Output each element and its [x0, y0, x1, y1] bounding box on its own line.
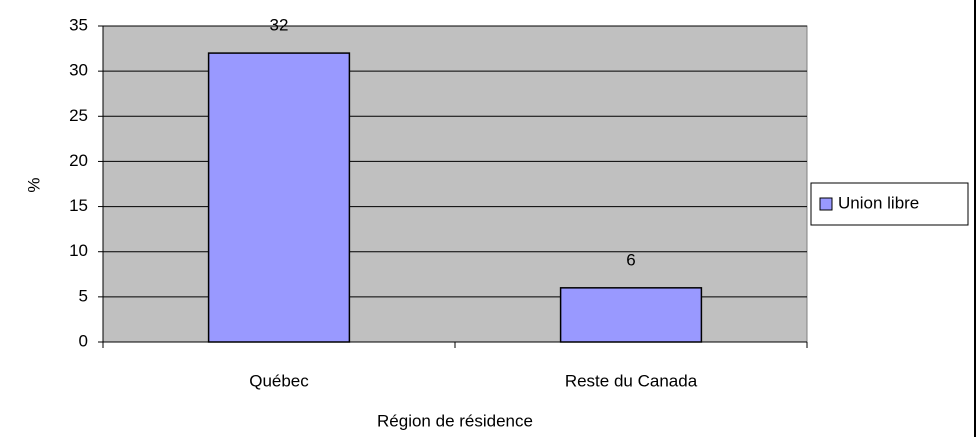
- bar: [559, 287, 703, 343]
- x-tick-label: Québec: [249, 371, 309, 390]
- y-tick-label: 25: [69, 106, 88, 125]
- data-label: 6: [626, 250, 635, 269]
- y-tick-label: 10: [69, 241, 88, 260]
- y-tick-label: 35: [69, 15, 88, 34]
- legend-label: Union libre: [838, 193, 919, 212]
- y-tick-label: 15: [69, 196, 88, 215]
- legend-box: [810, 182, 969, 226]
- data-label: 32: [270, 16, 289, 35]
- x-tick-label: Reste du Canada: [565, 371, 698, 390]
- y-tick-label: 30: [69, 61, 88, 80]
- legend-swatch: [819, 197, 833, 211]
- x-axis-label: Région de résidence: [377, 411, 533, 430]
- y-axis-label: %: [24, 177, 43, 192]
- y-tick-label: 0: [79, 331, 88, 350]
- y-tick-label: 20: [69, 151, 88, 170]
- bar: [207, 52, 351, 343]
- y-tick-label: 5: [79, 286, 88, 305]
